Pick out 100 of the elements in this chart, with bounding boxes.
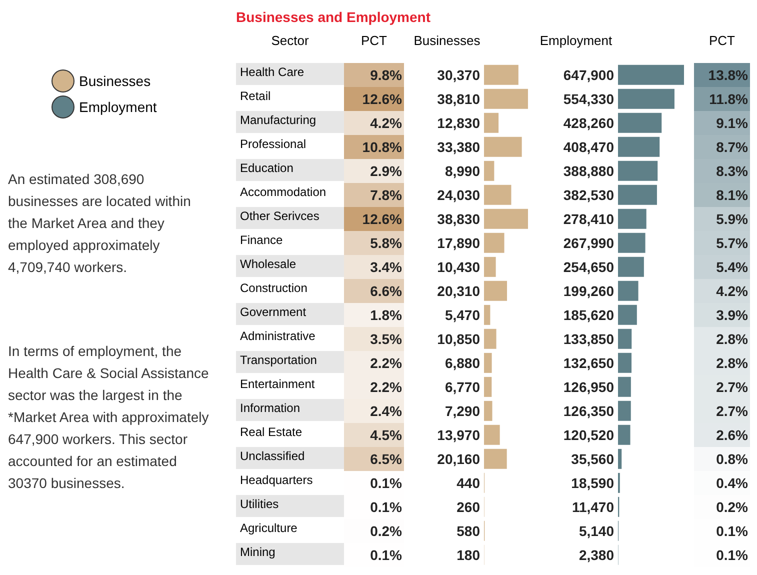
bar	[618, 448, 622, 469]
data-label: 5,470	[444, 306, 480, 323]
y-tick-label: Health Care	[236, 63, 344, 85]
y-tick-label: Information	[236, 399, 344, 421]
bar	[484, 328, 496, 349]
data-label: 382,530	[563, 186, 614, 203]
data-label: 0.1%	[344, 543, 404, 567]
x-tick-label: PCT	[708, 33, 736, 48]
data-label: 4.2%	[694, 279, 750, 303]
x-axis-title: Businesses	[412, 33, 482, 48]
data-label: 6,770	[444, 378, 480, 395]
bar	[484, 304, 490, 325]
data-label: 554,330	[563, 90, 614, 107]
data-label: 10,850	[437, 330, 480, 347]
data-label: 8.1%	[694, 183, 750, 207]
data-label: 13.8%	[694, 63, 750, 87]
bar	[484, 136, 522, 157]
data-label: 13,970	[437, 426, 480, 443]
data-label: 5.8%	[344, 231, 404, 255]
data-label: 2.4%	[344, 399, 404, 423]
data-label: 0.2%	[694, 495, 750, 519]
data-label: 254,650	[563, 258, 614, 275]
y-tick-label: Entertainment	[239, 376, 316, 393]
bar	[618, 400, 631, 421]
legend-label: Businesses	[79, 73, 151, 89]
data-label: 17,890	[437, 234, 480, 251]
data-label: 647,900	[563, 66, 614, 83]
data-label: 5.4%	[694, 255, 750, 279]
x-tick-label: PCT	[360, 33, 388, 48]
data-label: 120,520	[563, 426, 614, 443]
bar	[484, 400, 492, 421]
data-label: 7,290	[444, 402, 480, 419]
bar	[484, 256, 496, 277]
data-label: 0.8%	[694, 447, 750, 471]
text: In terms of employment, the Health Care & Social Assistance sector was the largest in the *Market Area with approximately 647,900 workers. This sector accounted for an estimated 30370 businesses.	[8, 342, 210, 493]
data-label: 3.4%	[344, 255, 404, 279]
data-label: 0.2%	[344, 519, 404, 543]
data-label: 440	[456, 474, 480, 491]
data-label: 199,260	[563, 282, 614, 299]
bar	[484, 112, 499, 133]
data-label: 185,620	[563, 306, 614, 323]
data-label: 580	[456, 522, 480, 539]
data-label: 8.7%	[694, 135, 750, 159]
bar	[618, 352, 632, 373]
data-label: 180	[456, 546, 480, 563]
bar	[618, 88, 674, 109]
data-label: 18,590	[571, 474, 614, 491]
data-label: 1.8%	[344, 303, 404, 327]
y-tick-label: Transportation	[236, 351, 344, 373]
data-label: 132,650	[563, 354, 614, 371]
y-tick-label: Headquarters	[239, 472, 314, 489]
data-label: 7.8%	[344, 183, 404, 207]
bar	[618, 376, 631, 397]
y-tick-label: Mining	[236, 543, 344, 565]
bar	[484, 376, 492, 397]
bar	[618, 256, 644, 277]
y-tick-label: Construction	[239, 280, 308, 297]
data-label: 0.4%	[694, 471, 750, 495]
data-label: 30,370	[437, 66, 480, 83]
bar	[618, 304, 637, 325]
bar	[484, 208, 528, 229]
data-label: 5.7%	[694, 231, 750, 255]
data-label: 4.2%	[344, 111, 404, 135]
y-tick-label: Professional	[239, 136, 308, 153]
data-label: 267,990	[563, 234, 614, 251]
bar	[484, 64, 518, 85]
data-label: 5,140	[578, 522, 614, 539]
data-label: 0.1%	[344, 471, 404, 495]
data-label: 9.1%	[694, 111, 750, 135]
data-label: 428,260	[563, 114, 614, 131]
data-label: 2.6%	[694, 423, 750, 447]
data-label: 10,430	[437, 258, 480, 275]
data-label: 2.9%	[344, 159, 404, 183]
data-label: 11,470	[572, 498, 614, 515]
data-label: 3.9%	[694, 303, 750, 327]
data-label: 35,560	[571, 450, 614, 467]
data-label: 0.1%	[344, 495, 404, 519]
data-label: 5.9%	[694, 207, 750, 231]
data-label: 38,830	[437, 210, 480, 227]
data-label: 388,880	[563, 162, 614, 179]
bar	[618, 280, 638, 301]
y-tick-label: Real Estate	[239, 424, 304, 441]
data-label: 0.1%	[694, 519, 750, 543]
data-label: 2.8%	[694, 351, 750, 375]
bar	[484, 232, 504, 253]
data-label: 12.6%	[344, 207, 404, 231]
y-tick-label: Other Serivces	[236, 207, 344, 229]
data-label: 126,950	[563, 378, 614, 395]
bar	[484, 448, 507, 469]
bar	[484, 352, 492, 373]
bar	[618, 160, 658, 181]
bar	[618, 112, 662, 133]
y-tick-label: Finance	[239, 232, 284, 249]
y-tick-label: Administrative	[239, 328, 316, 345]
y-tick-label: Utilities	[236, 495, 344, 517]
chart-title: Businesses and Employment	[236, 9, 431, 25]
data-label: 278,410	[563, 210, 614, 227]
bar	[484, 160, 494, 181]
y-tick-label: Manufacturing	[236, 111, 344, 133]
data-label: 9.8%	[344, 63, 404, 87]
